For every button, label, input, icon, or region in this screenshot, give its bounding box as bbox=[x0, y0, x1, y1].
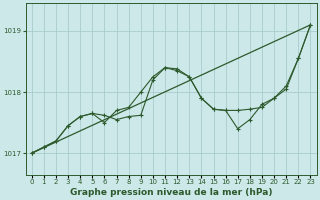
X-axis label: Graphe pression niveau de la mer (hPa): Graphe pression niveau de la mer (hPa) bbox=[70, 188, 272, 197]
